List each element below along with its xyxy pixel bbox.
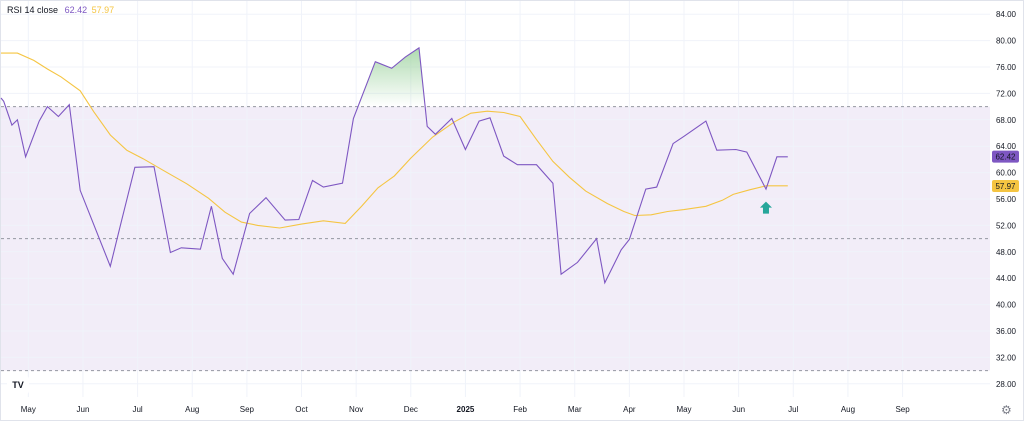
rsi-value-badge-label: 62.42 — [995, 153, 1016, 162]
x-tick-label: Jun — [77, 405, 90, 414]
x-tick-label: Jul — [132, 405, 142, 414]
y-tick-label: 52.00 — [996, 221, 1017, 230]
y-tick-label: 32.00 — [996, 353, 1017, 362]
x-tick-label: Aug — [185, 405, 199, 414]
settings-gear-icon[interactable]: ⚙ — [1001, 403, 1012, 417]
y-tick-label: 60.00 — [996, 169, 1017, 178]
x-axis: May Jun Jul Aug Sep Oct Nov Dec 2025 Feb Mar Apr May… — [21, 405, 910, 414]
indicator-legend[interactable]: RSI 14 close 62.42 57.97 — [7, 5, 114, 15]
x-tick-label: Sep — [240, 405, 255, 414]
legend-indicator-params: 14 close — [25, 5, 59, 15]
y-tick-label: 36.00 — [996, 327, 1017, 336]
y-axis: 28.00 32.00 36.00 40.00 44.00 48.00 52.00 56.00… — [996, 10, 1017, 389]
y-tick-label: 28.00 — [996, 380, 1017, 389]
x-tick-label: Oct — [295, 405, 308, 414]
y-tick-label: 84.00 — [996, 10, 1017, 19]
y-tick-label: 48.00 — [996, 248, 1017, 257]
y-tick-label: 56.00 — [996, 195, 1017, 204]
x-tick-label: Aug — [841, 405, 855, 414]
y-tick-label: 80.00 — [996, 37, 1017, 46]
x-tick-label: Jul — [788, 405, 798, 414]
x-tick-label: Feb — [513, 405, 527, 414]
y-tick-label: 76.00 — [996, 63, 1017, 72]
y-tick-label: 64.00 — [996, 142, 1017, 151]
x-tick-label: May — [676, 405, 691, 414]
y-tick-label: 72.00 — [996, 89, 1017, 98]
y-tick-label: 40.00 — [996, 301, 1017, 310]
legend-indicator-name: RSI — [7, 5, 22, 15]
y-tick-label: 44.00 — [996, 274, 1017, 283]
y-tick-label: 68.00 — [996, 116, 1017, 125]
legend-ma-value: 57.97 — [92, 5, 115, 15]
x-tick-label: Nov — [349, 405, 363, 414]
x-tick-label: Sep — [895, 405, 910, 414]
x-tick-label: May — [21, 405, 36, 414]
x-tick-label: Jun — [732, 405, 745, 414]
ma-value-badge-label: 57.97 — [995, 182, 1016, 191]
legend-rsi-value: 62.42 — [65, 5, 88, 15]
tradingview-logo-icon[interactable]: TV — [7, 376, 29, 394]
x-tick-label: 2025 — [457, 405, 475, 414]
x-tick-label: Apr — [623, 405, 636, 414]
x-tick-label: Mar — [568, 405, 582, 414]
x-tick-label: Dec — [404, 405, 418, 414]
